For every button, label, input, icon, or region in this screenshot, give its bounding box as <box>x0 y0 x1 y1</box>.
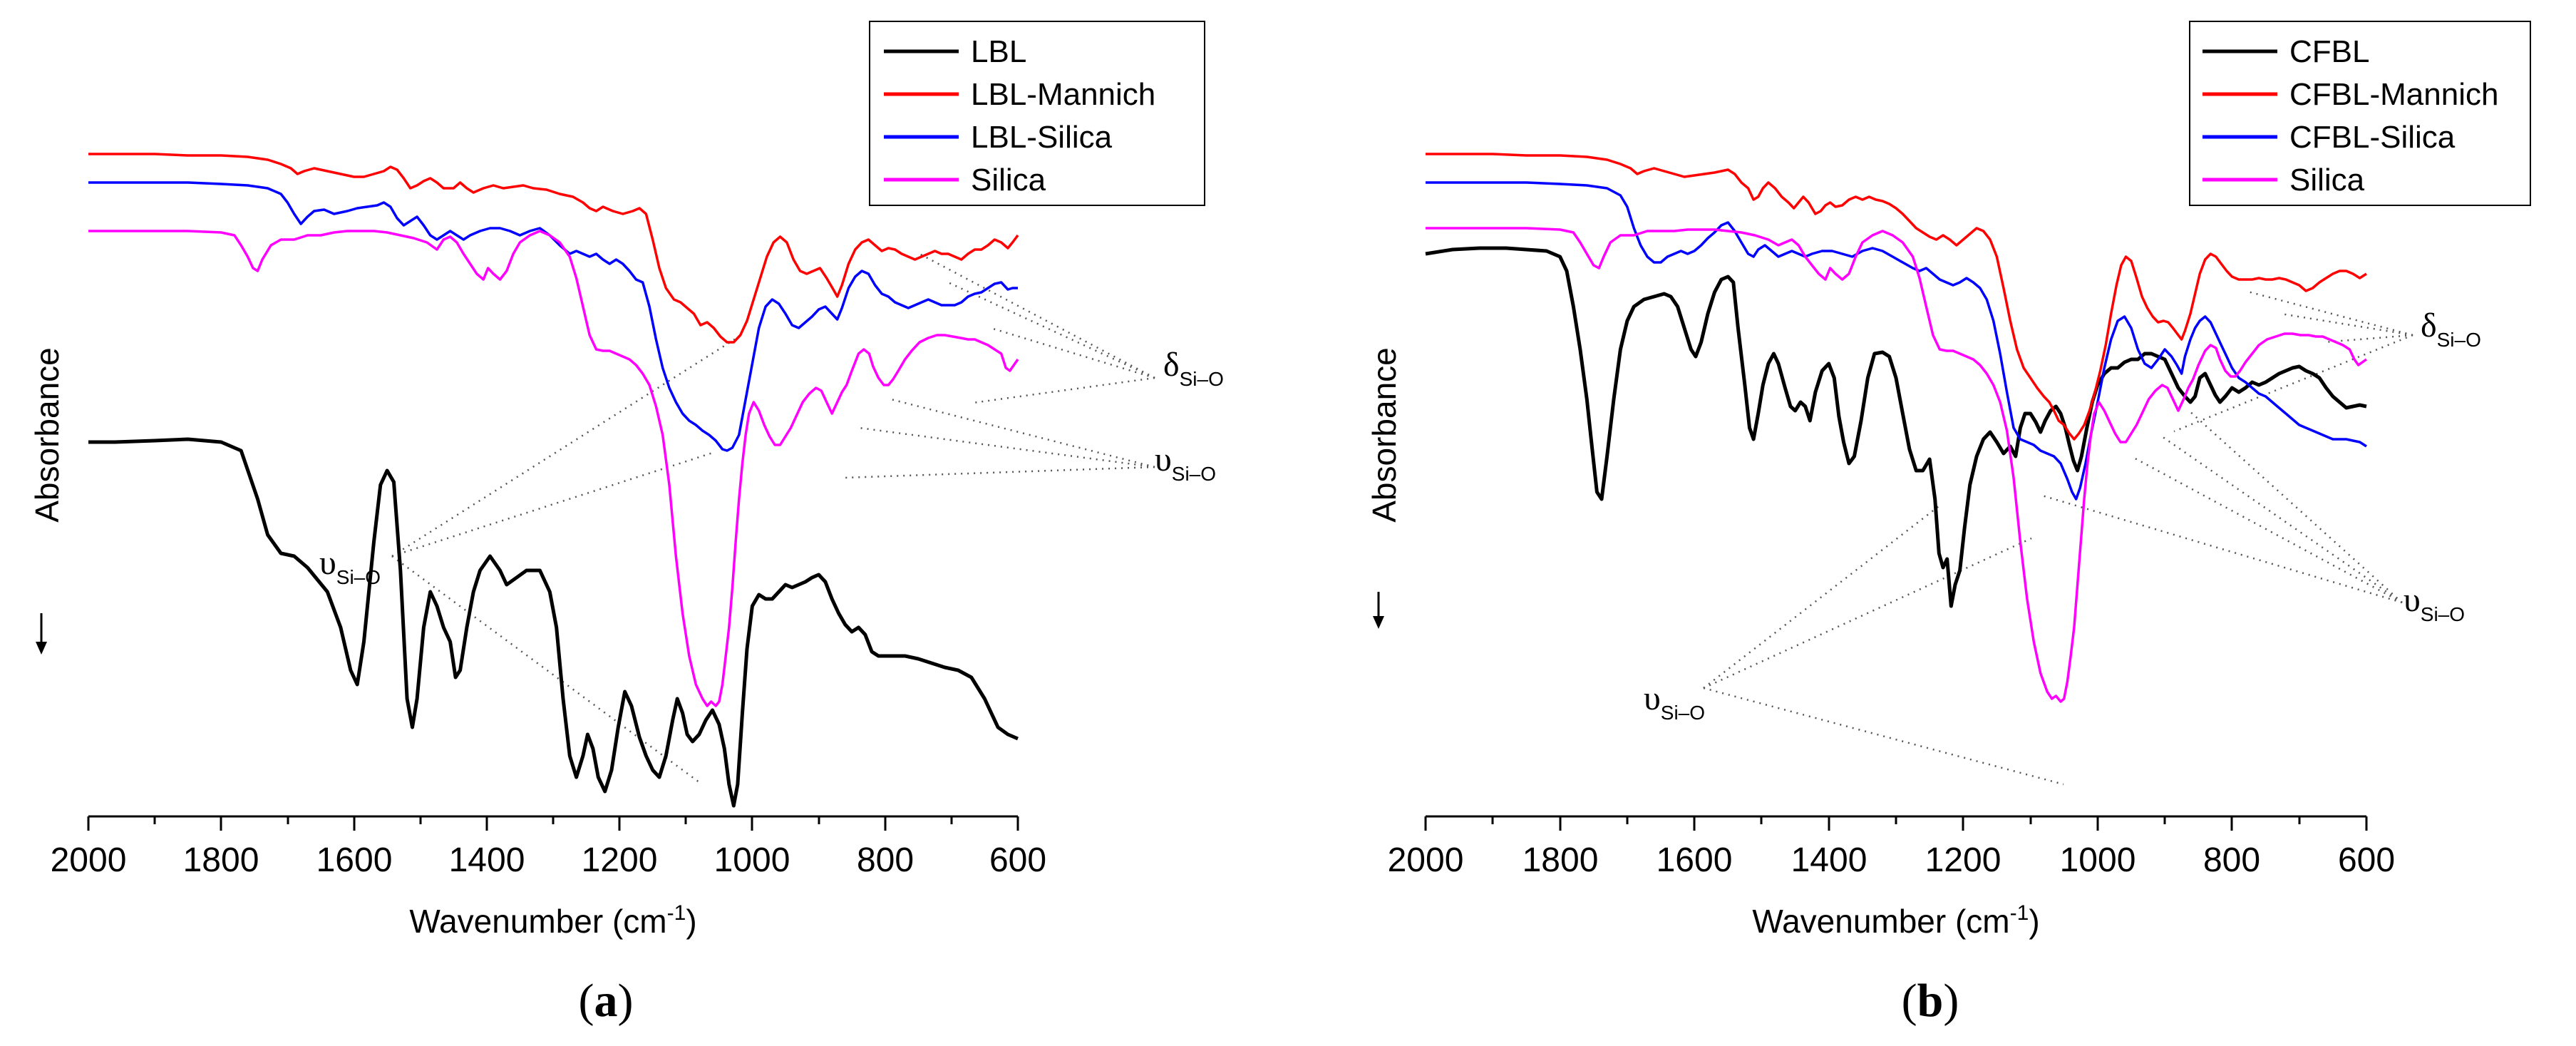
panel-b: 2000 1800 1600 1400 1200 1000 800 600 Wa… <box>1366 21 2531 1027</box>
legend-entry: CFBL-Mannich <box>2289 77 2498 112</box>
panel-b-annotation-lines <box>1703 289 2413 786</box>
x-tick-label: 1200 <box>1925 841 2001 879</box>
x-tick-label: 1800 <box>183 841 259 879</box>
series-line-lbl-silica <box>88 181 1018 452</box>
x-tick-label: 600 <box>2338 841 2395 879</box>
panel-a-series <box>88 153 1019 808</box>
panel-a-x-axis <box>87 815 1019 831</box>
series-line-cfbl <box>1425 246 2367 608</box>
x-tick-label: 1200 <box>582 841 658 879</box>
annotation-upsilon-si-o: υSi–O <box>319 544 381 588</box>
panel-a-y-axis-label: Absorbance <box>29 347 66 523</box>
x-tick-label: 800 <box>2203 841 2260 879</box>
x-tick-label: 1000 <box>2060 841 2136 879</box>
legend-entry: LBL <box>971 34 1026 69</box>
panel-a-legend: LBL LBL-Mannich LBL-Silica Silica <box>869 21 1205 206</box>
series-line-silica <box>1426 227 2368 703</box>
x-tick-label: 1000 <box>714 841 790 879</box>
panel-a: 2000 1800 1600 1400 1200 1000 800 600 Wa… <box>29 21 1224 1027</box>
series-line-cfbl-silica <box>1426 181 2367 501</box>
x-tick-label: 2000 <box>51 841 127 879</box>
panel-a-label: (a) <box>579 975 634 1027</box>
annotation-delta-si-o: δSi–O <box>1163 346 1224 390</box>
panel-a-annotation-lines <box>391 252 1155 786</box>
x-tick-label: 2000 <box>1388 841 1464 879</box>
panel-a-y-arrow <box>36 613 47 655</box>
legend-entry: LBL-Silica <box>971 120 1113 155</box>
series-line-lbl-mannich <box>88 153 1019 344</box>
x-tick-label: 800 <box>857 841 914 879</box>
annotation-delta-si-o: δSi–O <box>2421 307 2481 351</box>
panel-b-series <box>1425 153 2368 703</box>
panel-a-x-axis-label: Wavenumber (cm-1) <box>409 901 696 940</box>
panel-b-label: (b) <box>1902 975 1959 1027</box>
annotation-upsilon-si-o: υSi–O <box>1644 680 1705 724</box>
panel-b-y-arrow <box>1373 592 1384 629</box>
legend-entry: Silica <box>971 163 1046 198</box>
legend-entry: LBL-Mannich <box>971 77 1155 112</box>
legend-entry: CFBL-Silica <box>2289 120 2456 155</box>
x-tick-label: 1400 <box>1791 841 1867 879</box>
legend-entry: CFBL <box>2289 34 2369 69</box>
panel-a-tick-labels: 2000 1800 1600 1400 1200 1000 800 600 <box>51 841 1046 879</box>
annotation-upsilon-si-o: υSi–O <box>2404 581 2465 625</box>
panel-b-tick-labels: 2000 1800 1600 1400 1200 1000 800 600 <box>1388 841 2395 879</box>
panel-b-x-axis-label: Wavenumber (cm-1) <box>1752 901 2039 940</box>
panel-b-legend: CFBL CFBL-Mannich CFBL-Silica Silica <box>2189 21 2531 206</box>
annotation-upsilon-si-o: υSi–O <box>1155 441 1216 485</box>
x-tick-label: 1400 <box>449 841 525 879</box>
x-tick-label: 600 <box>989 841 1046 879</box>
x-tick-label: 1800 <box>1523 841 1599 879</box>
x-tick-label: 1600 <box>316 841 393 879</box>
legend-entry: Silica <box>2289 163 2365 198</box>
series-line-silica <box>88 230 1019 707</box>
series-line-lbl <box>88 437 1019 808</box>
series-line-cfbl-mannich <box>1426 153 2367 441</box>
x-tick-label: 1600 <box>1657 841 1733 879</box>
panel-b-x-axis <box>1424 815 2368 831</box>
panel-b-y-axis-label: Absorbance <box>1366 347 1403 523</box>
